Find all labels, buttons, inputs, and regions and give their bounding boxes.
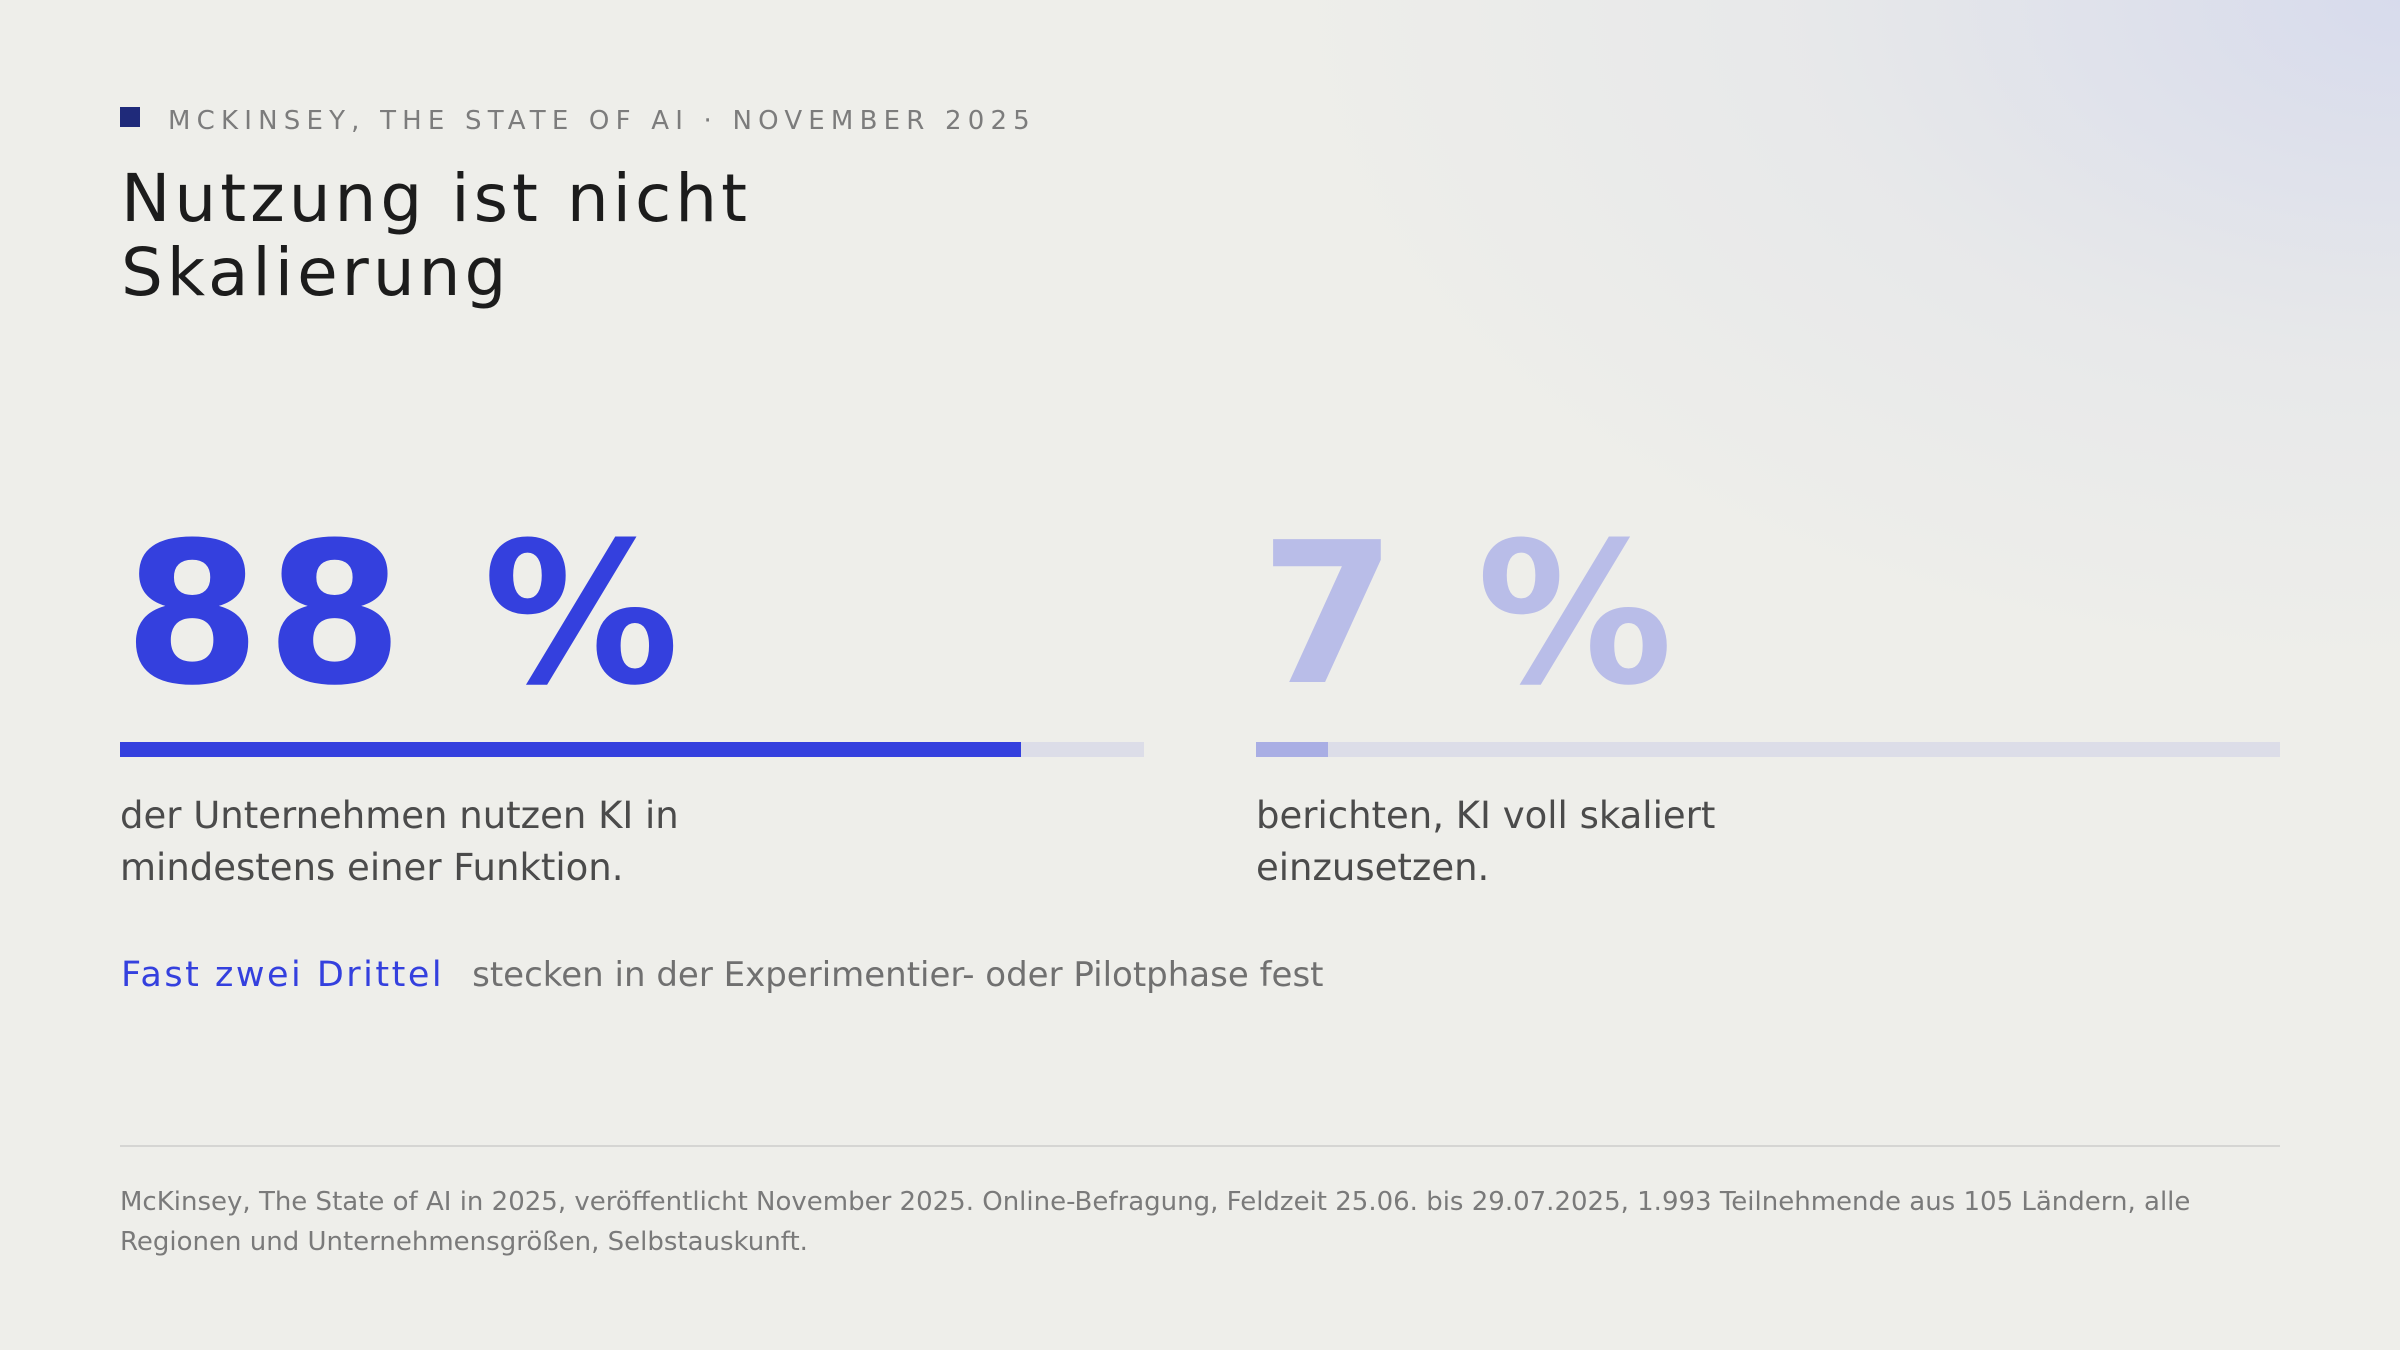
highlight-text: stecken in der Experimentier- oder Pilot…: [472, 955, 1324, 995]
progress-bar-fill: [1256, 742, 1328, 757]
progress-bar-fill: [120, 742, 1022, 757]
divider: [120, 1145, 2280, 1147]
page-title: Nutzung ist nicht Skalierung: [121, 160, 751, 311]
source-footnote: McKinsey, The State of AI in 2025, veröf…: [120, 1187, 2191, 1257]
highlight-row: Fast zwei Drittel stecken in der Experim…: [121, 955, 1324, 995]
progress-bar-track: [1256, 742, 2280, 757]
square-marker-icon: [120, 107, 140, 127]
stat-scaling: 7 % berichten, KI voll skaliert einzuset…: [1256, 501, 2280, 889]
highlight-emphasis: Fast zwei Drittel: [121, 955, 445, 995]
stat-description: berichten, KI voll skaliert einzusetzen.: [1256, 794, 1716, 889]
progress-bar-track: [120, 742, 1144, 757]
stat-usage: 88 % der Unternehmen nutzen KI in mindes…: [120, 501, 1144, 889]
eyebrow-text: MCKINSEY, THE STATE OF AI · NOVEMBER 202…: [168, 106, 1036, 136]
stat-description: der Unternehmen nutzen KI in mindestens …: [120, 794, 679, 889]
stat-value: 7 %: [1260, 501, 1679, 729]
stat-value: 88 %: [124, 501, 686, 729]
eyebrow: MCKINSEY, THE STATE OF AI · NOVEMBER 202…: [120, 104, 1036, 138]
